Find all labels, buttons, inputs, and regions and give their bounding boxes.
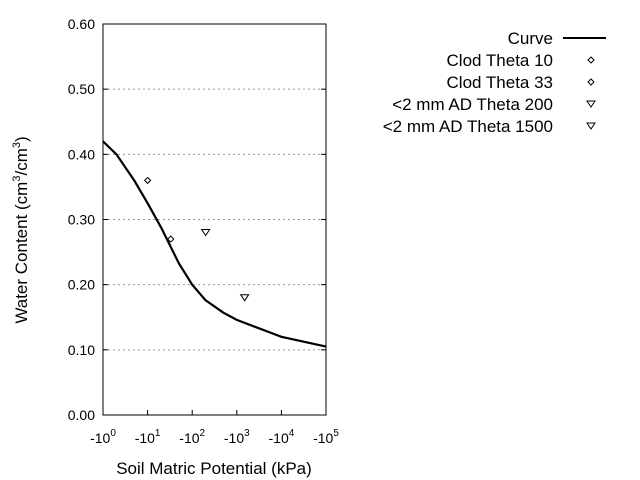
diamond-marker: [587, 56, 595, 64]
legend-label: <2 mm AD Theta 200: [392, 95, 553, 114]
x-tick-label: -101: [135, 428, 161, 446]
y-tick-label: 0.10: [68, 342, 95, 358]
y-tick-label: 0.60: [68, 16, 95, 32]
x-tick-label: -103: [224, 428, 250, 446]
triangle-down-marker: [200, 229, 211, 237]
y-tick-label: 0.40: [68, 146, 95, 162]
y-tick-label: 0.50: [68, 81, 95, 97]
legend-label: Curve: [508, 29, 553, 48]
diamond-marker: [587, 78, 595, 86]
triangle-down-marker: [586, 100, 596, 108]
diamond-marker: [143, 176, 152, 185]
legend: Curve Clod Theta 10 Clod Theta 33 <2 mm AD …: [383, 29, 606, 136]
legend-label: <2 mm AD Theta 1500: [383, 117, 553, 136]
curve-line: [102, 140, 327, 348]
triangle-down-marker: [586, 122, 596, 130]
x-tick-label: -104: [269, 428, 295, 446]
y-tick-label: 0.00: [68, 407, 95, 423]
x-tick-label: -102: [179, 428, 205, 446]
diamond-marker: [167, 235, 175, 243]
x-tick-label: -105: [313, 428, 339, 446]
x-tick-label: -100: [90, 428, 116, 446]
ticks: 0.00 0.10 0.20 0.30 0.40 0.50 0.60 -100 -101 -102…: [68, 16, 340, 446]
data-marks: [102, 140, 327, 348]
legend-label: Clod Theta 33: [447, 73, 553, 92]
x-axis-label: Soil Matric Potential (kPa): [116, 459, 312, 478]
gridlines: [103, 88, 326, 351]
y-tick-label: 0.30: [68, 212, 95, 228]
y-axis-label: Water Content (cm3/cm3): [11, 136, 31, 323]
legend-label: Clod Theta 10: [447, 51, 553, 70]
triangle-down-marker: [239, 294, 250, 302]
y-tick-label: 0.20: [68, 277, 95, 293]
